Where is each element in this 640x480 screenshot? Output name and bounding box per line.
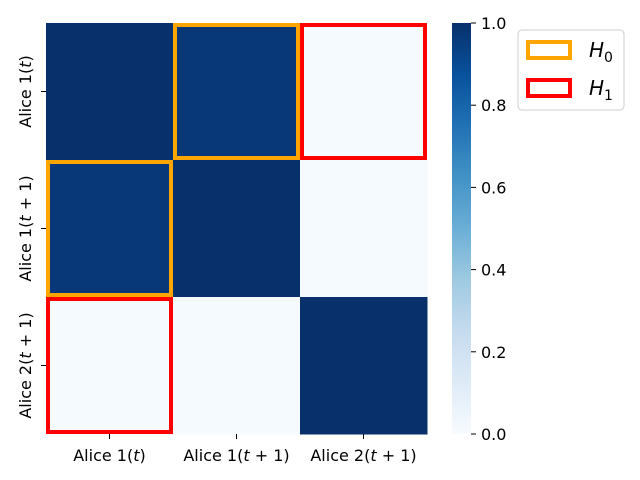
colorbar-tick-label-4: 0.8 — [481, 96, 506, 115]
heatmap-cell-0-2 — [300, 23, 428, 161]
colorbar-tick-label-3: 0.6 — [481, 178, 506, 197]
highlight-boxes — [46, 23, 427, 434]
legend-frame — [517, 29, 625, 111]
col-label-0: Alice 1(t) — [73, 446, 146, 465]
heatmap-cell-1-1 — [173, 160, 301, 298]
column-labels: Alice 1(t) Alice 1(t + 1) Alice 2(t + 1) — [73, 434, 417, 465]
legend-label-0: H0 — [589, 38, 613, 66]
row-label-0: Alice 1(t) — [16, 55, 35, 128]
legend-swatch-1 — [526, 78, 572, 98]
highlight-box-0-1-0 — [46, 160, 173, 297]
heatmap-cell-0-1 — [173, 23, 301, 161]
colorbar-tick-label-2: 0.4 — [481, 261, 506, 280]
row-label-1: Alice 1(t + 1) — [16, 175, 35, 281]
heatmap-cell-0-0 — [46, 23, 174, 161]
heatmap-cell-2-2 — [300, 297, 428, 435]
highlight-box-1-2-0 — [46, 297, 173, 434]
colorbar-tick-label-0: 0.0 — [481, 425, 506, 444]
heatmap-cell-1-2 — [300, 160, 428, 298]
col-label-2: Alice 2(t + 1) — [310, 446, 416, 465]
heatmap-cell-2-0 — [46, 297, 174, 435]
colorbar-tick-label-5: 1.0 — [481, 14, 506, 33]
heatmap-cell-1-0 — [46, 160, 174, 298]
col-label-1: Alice 1(t + 1) — [183, 446, 289, 465]
colorbar: 0.0 0.2 0.4 0.6 0.8 1.0 — [452, 14, 506, 444]
row-label-2: Alice 2(t + 1) — [16, 312, 35, 418]
legend-label-1: H1 — [589, 76, 613, 104]
heatmap-cells — [46, 23, 428, 435]
heatmap-cell-2-1 — [173, 297, 301, 435]
highlight-box-1-0-2 — [300, 23, 427, 160]
highlight-box-0-0-1 — [173, 23, 300, 160]
colorbar-tick-label-1: 0.2 — [481, 343, 506, 362]
legend-swatch-0 — [526, 40, 572, 60]
colorbar-ticks: 0.0 0.2 0.4 0.6 0.8 1.0 — [471, 14, 506, 444]
colorbar-gradient — [452, 23, 471, 434]
row-labels: Alice 1(t) Alice 1(t + 1) Alice 2(t + 1) — [16, 55, 46, 419]
